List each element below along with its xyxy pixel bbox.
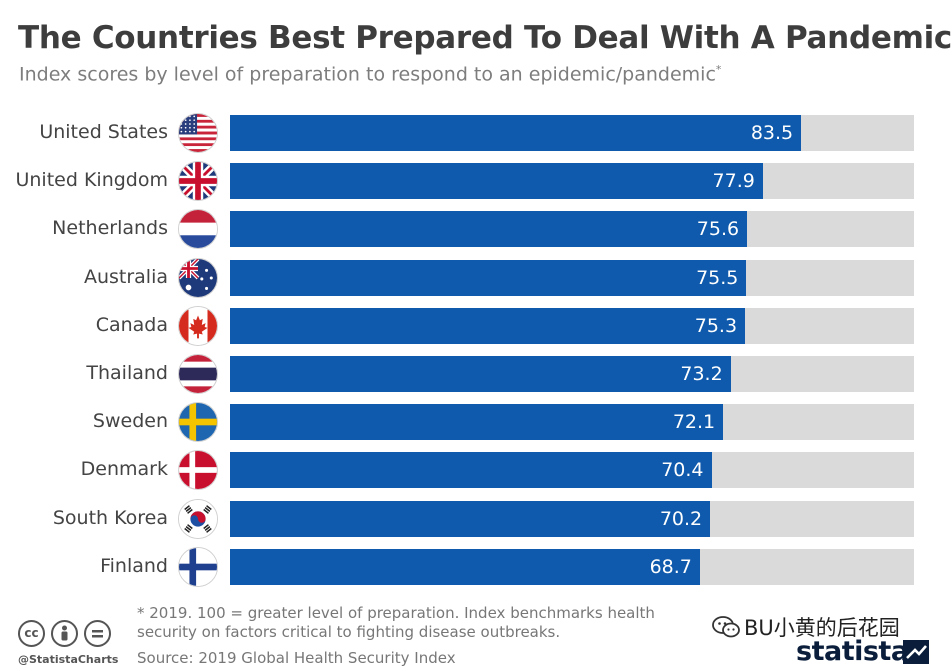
- wechat-icon: [712, 616, 740, 638]
- bar: 73.2: [230, 356, 731, 392]
- category-label: Canada: [95, 313, 168, 336]
- license-icons: cc: [18, 620, 118, 652]
- data-label: 73.2: [680, 363, 723, 385]
- bar-track: 77.9: [230, 163, 914, 200]
- category-label: Australia: [83, 265, 168, 288]
- us-flag-icon: [178, 113, 218, 153]
- sweden-flag-icon: [178, 402, 218, 443]
- category-label: Thailand: [86, 362, 168, 384]
- bar: 68.7: [230, 548, 700, 585]
- category-label: United Kingdom: [15, 169, 168, 192]
- data-label: 70.2: [659, 507, 703, 530]
- bar: 77.9: [230, 163, 763, 200]
- bar-track: 73.2: [230, 356, 914, 392]
- statista-logo-mark: [903, 640, 929, 664]
- by-icon: [51, 620, 78, 647]
- bar: 70.2: [230, 500, 711, 537]
- bar-track: 75.6: [230, 211, 914, 248]
- category-label: Sweden: [92, 410, 168, 433]
- bar-track: 70.4: [230, 452, 914, 489]
- bar-row: United Kingdom 77.9: [0, 161, 952, 202]
- bar-track: 70.2: [230, 500, 914, 537]
- bar-track: 72.1: [230, 404, 914, 441]
- netherlands-flag-icon: [178, 209, 218, 250]
- bar-row: Finland 68.7: [0, 546, 952, 587]
- data-label: 83.5: [750, 122, 794, 144]
- statista-handle: @StatistaCharts: [18, 653, 119, 666]
- source-note: Source: 2019 Global Health Security Inde…: [137, 649, 456, 667]
- category-label: Netherlands: [52, 217, 168, 240]
- category-label: United States: [39, 121, 168, 143]
- data-label: 75.6: [696, 218, 740, 241]
- statista-logo: statista: [796, 636, 909, 667]
- canada-flag-icon: [178, 305, 218, 346]
- bar: 70.4: [230, 452, 712, 489]
- data-label: 72.1: [672, 411, 716, 434]
- chart-title: The Countries Best Prepared To Deal With…: [18, 20, 952, 56]
- finland-flag-icon: [178, 546, 218, 587]
- bar-row: Canada 75.3: [0, 305, 952, 346]
- bar-row: Australia 75.5: [0, 257, 952, 298]
- south-korea-flag-icon: [178, 498, 218, 539]
- data-label: 70.4: [661, 459, 704, 482]
- category-label: Denmark: [80, 458, 168, 481]
- chart-subtitle: Index scores by level of preparation to …: [19, 63, 722, 86]
- bar-track: 83.5: [230, 115, 914, 151]
- bar: 83.5: [230, 115, 802, 151]
- bar-row: Thailand 73.2: [0, 354, 952, 394]
- watermark: BU小黄的后花园: [712, 612, 927, 644]
- bar-row: Sweden 72.1: [0, 402, 952, 443]
- bar-track: 68.7: [230, 548, 914, 585]
- bar: 75.6: [230, 211, 748, 248]
- bar: 72.1: [230, 404, 724, 441]
- data-label: 75.5: [696, 266, 739, 289]
- bar-row: South Korea 70.2: [0, 498, 952, 539]
- footnote: * 2019. 100 = greater level of preparati…: [137, 604, 655, 641]
- thailand-flag-icon: [178, 354, 218, 394]
- nd-icon: [84, 620, 111, 647]
- category-label: Finland: [100, 554, 168, 577]
- category-label: South Korea: [52, 506, 168, 529]
- bar-row: Denmark 70.4: [0, 450, 952, 491]
- cc-icon: cc: [18, 620, 45, 647]
- bar: 75.3: [230, 307, 746, 344]
- bar-row: Netherlands 75.6: [0, 209, 952, 250]
- uk-flag-icon: [178, 161, 218, 202]
- data-label: 75.3: [694, 314, 738, 337]
- australia-flag-icon: [178, 257, 218, 298]
- bar-track: 75.5: [230, 259, 914, 296]
- data-label: 68.7: [649, 555, 692, 578]
- denmark-flag-icon: [178, 450, 218, 491]
- bar-row: United States 83.5: [0, 113, 952, 153]
- bar-track: 75.3: [230, 307, 914, 344]
- data-label: 77.9: [712, 170, 755, 193]
- bar: 75.5: [230, 259, 747, 296]
